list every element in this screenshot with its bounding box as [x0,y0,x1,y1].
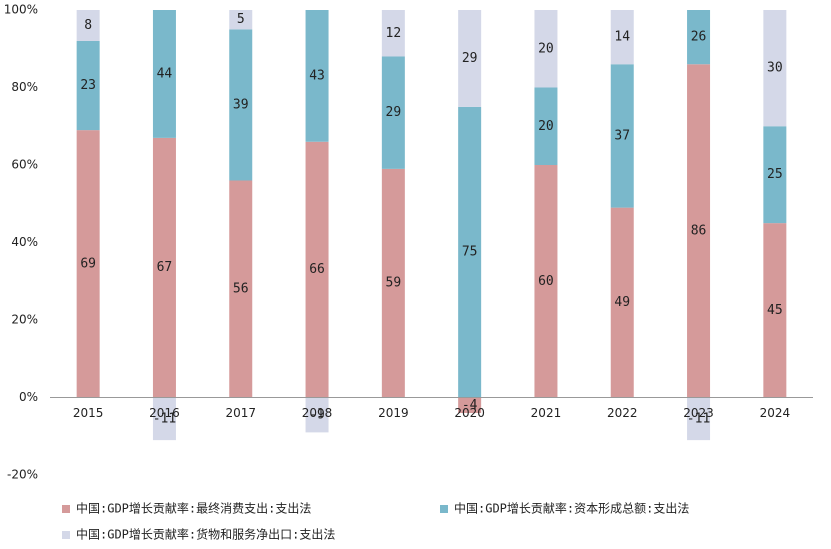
data-label: -11 [153,411,176,426]
y-tick-label: 80% [11,80,38,94]
bar-segment [687,10,711,65]
bar-segment [687,397,711,441]
bar-segment [458,106,482,398]
x-tick-label: 2024 [760,406,791,420]
bar-segment [381,56,405,169]
bar-segment [381,168,405,398]
bar-segment [152,10,176,138]
bar-segment [229,10,253,30]
legend-label: 中国:GDP增长贡献率:最终消费支出:支出法 [76,501,311,516]
bar-segment [763,223,787,398]
bar-segment [458,10,482,107]
bar-segment [534,87,558,165]
data-label: 75 [462,245,478,260]
bar-segment [534,165,558,398]
data-label: 26 [691,30,707,45]
bar-segment [763,126,787,224]
bar-segment [305,397,329,433]
bar-segment [763,10,787,127]
y-tick-label: 40% [11,235,38,249]
x-tick-label: 2023 [683,406,714,420]
data-label: 60 [538,274,554,289]
bar-segment [76,10,100,41]
data-label: 44 [157,66,173,81]
y-tick-label: -20% [7,468,38,482]
y-tick-label: 60% [11,158,38,172]
y-tick-label: 100% [4,3,38,17]
data-label: 30 [767,61,783,76]
data-label: 49 [614,295,630,310]
data-label: 23 [80,78,96,93]
x-tick-label: 2020 [454,406,485,420]
data-label: 45 [767,303,783,318]
bar-segment [458,397,482,413]
data-label: 39 [233,97,249,112]
data-label: 29 [386,105,402,120]
legend-swatch [440,505,448,513]
data-label: 37 [614,128,630,143]
x-tick-label: 2022 [607,406,638,420]
y-tick-label: 0% [19,390,38,404]
data-label: 56 [233,282,249,297]
legend-label: 中国:GDP增长贡献率:资本形成总额:支出法 [454,501,689,516]
data-label: 67 [157,260,173,275]
bar-segment [687,64,711,398]
data-label: 5 [237,12,245,27]
data-label: 29 [462,51,478,66]
x-tick-label: 2017 [225,406,256,420]
data-label: 66 [309,262,325,277]
bar-segment [610,207,634,398]
x-tick-label: 2016 [149,406,180,420]
data-label: -4 [462,398,478,413]
x-tick-label: 2019 [378,406,409,420]
data-label: 59 [386,276,402,291]
y-tick-label: 20% [11,313,38,327]
bar-segment [229,29,253,181]
data-label: 20 [538,119,554,134]
data-label: 86 [691,223,707,238]
x-tick-label: 2018 [302,406,333,420]
bar-segment [76,130,100,398]
data-label: 12 [386,26,402,41]
bar-segment [305,10,329,142]
x-tick-label: 2015 [73,406,104,420]
bar-segment [229,180,253,398]
data-label: 43 [309,68,325,83]
legend-swatch [62,531,70,539]
plot [76,10,787,441]
bar-segment [534,10,558,88]
legend-label: 中国:GDP增长贡献率:货物和服务净出口:支出法 [76,527,335,542]
bar-segment [610,10,634,65]
data-label: -11 [687,411,710,426]
bar-segment [381,10,405,57]
bar-segment [152,397,176,441]
bar-segment [76,41,100,131]
data-label: 8 [84,18,92,33]
bar-segment [152,137,176,398]
data-label: 69 [80,256,96,271]
data-label: 20 [538,41,554,56]
bar-segment [610,64,634,208]
data-label: 14 [614,30,630,45]
x-tick-label: 2021 [531,406,562,420]
data-label: -9 [309,407,325,422]
legend-swatch [62,505,70,513]
data-label: 25 [767,167,783,182]
bar-segment [305,141,329,398]
